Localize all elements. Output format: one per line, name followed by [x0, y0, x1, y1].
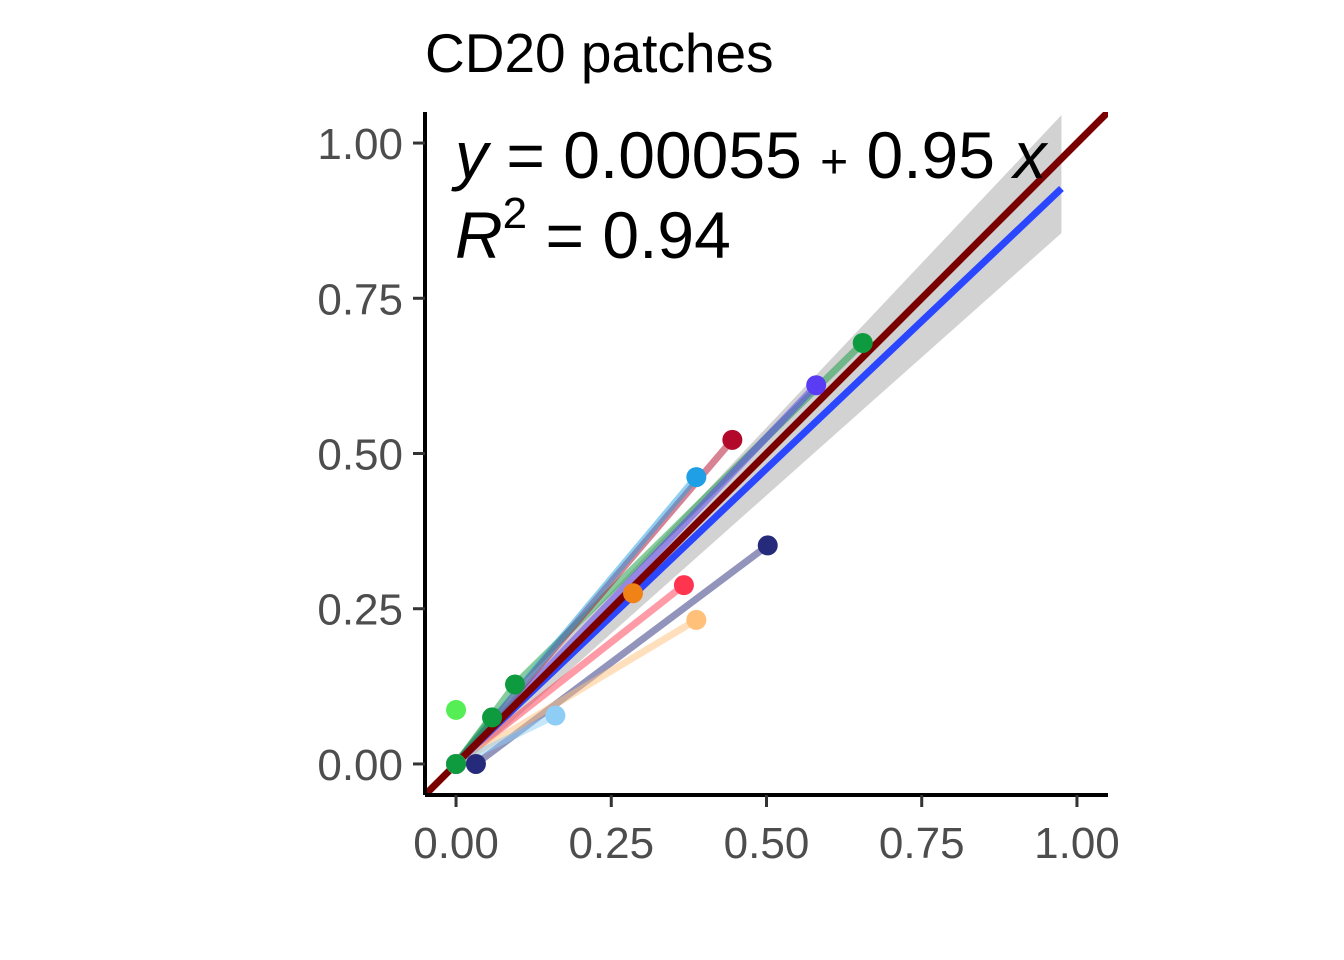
chart-title: CD20 patches	[425, 22, 774, 84]
r-squared-text: R2 = 0.94	[455, 189, 731, 272]
equation-x-var: x	[1010, 118, 1048, 192]
data-point-9-1	[482, 707, 503, 728]
data-point-2-1	[722, 429, 743, 450]
y-tick-label-1: 0.25	[317, 586, 403, 635]
equation-slope: 0.95	[848, 118, 1013, 192]
equation-intercept: = 0.00055	[488, 118, 820, 192]
data-point-0-2	[852, 332, 873, 353]
data-point-9-0	[446, 753, 467, 774]
x-tick-label-2: 0.50	[724, 819, 810, 868]
y-tick-label-4: 1.00	[317, 120, 403, 169]
data-point-3-1	[686, 467, 707, 488]
data-point-5-1	[757, 535, 778, 556]
data-point-10-0	[446, 699, 467, 720]
r-squared-value: = 0.94	[527, 198, 731, 272]
data-point-6-1	[673, 575, 694, 596]
equation-y-var: y	[451, 118, 492, 192]
y-tick-label-0: 0.00	[317, 741, 403, 790]
series-line-7	[452, 616, 700, 768]
data-point-8-1	[545, 705, 566, 726]
equation-text: y = 0.00055 + 0.95 x	[451, 118, 1048, 192]
regression-annotation: y = 0.00055 + 0.95 xR2 = 0.94	[451, 118, 1048, 272]
r-squared-var: R	[455, 198, 503, 272]
plot-area	[425, 112, 1108, 795]
equation-plus: +	[820, 136, 848, 189]
x-tick-label-4: 1.00	[1034, 819, 1120, 868]
data-point-7-1	[686, 609, 707, 630]
x-tick-label-1: 0.25	[568, 819, 654, 868]
y-tick-label-3: 0.75	[317, 275, 403, 324]
r-squared-exponent: 2	[503, 189, 527, 238]
identity-line	[425, 112, 1108, 795]
series-line-6	[452, 581, 688, 768]
x-tick-label-3: 0.75	[879, 819, 965, 868]
data-point-4-1	[623, 583, 644, 604]
y-tick-label-2: 0.50	[317, 431, 403, 480]
axes: 0.00 0.25 0.50 0.75 1.00 0.00 0.25 0.50 0.75 1.00	[317, 112, 1120, 868]
data-point-5-0	[465, 753, 486, 774]
x-tick-label-0: 0.00	[413, 819, 499, 868]
data-point-1-1	[806, 375, 827, 396]
data-point-0-1	[505, 674, 526, 695]
